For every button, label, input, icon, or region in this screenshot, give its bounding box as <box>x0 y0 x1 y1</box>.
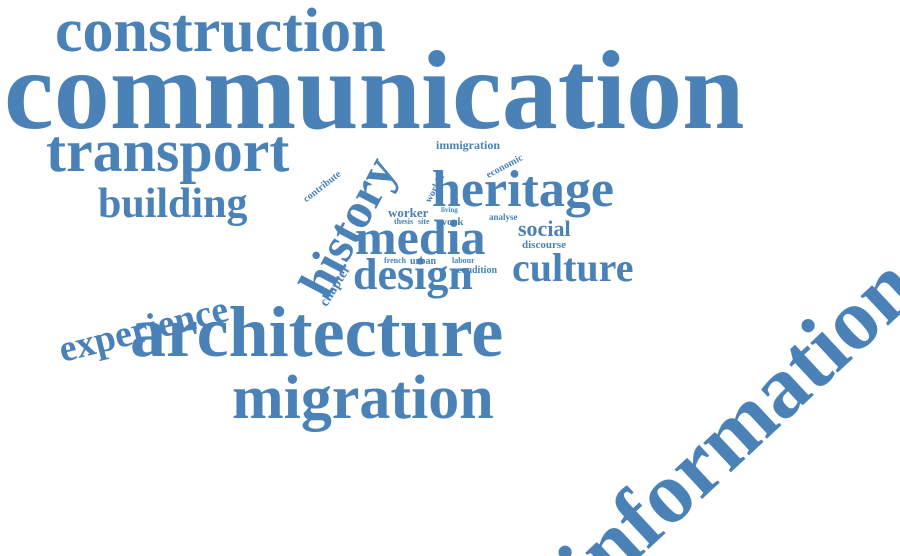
word-urban: urban <box>410 256 437 267</box>
word-culture: culture <box>512 245 634 290</box>
word-worker: worker <box>388 205 429 220</box>
word-media: media <box>355 209 486 265</box>
word-heritage: heritage <box>432 161 614 218</box>
word-thesis: thesis <box>394 217 414 226</box>
word-design: design <box>353 250 473 299</box>
word-analyse: analyse <box>489 212 518 222</box>
word-communication: communication <box>4 29 745 153</box>
word-social: social <box>518 216 571 241</box>
word-architecture: architecture <box>130 292 504 372</box>
word-labour: labour <box>452 256 475 265</box>
word-transport: transport <box>46 118 290 184</box>
word-site: site <box>418 217 430 226</box>
word-french: french <box>384 256 407 265</box>
word-building: building <box>98 181 248 227</box>
word-migration: migration <box>232 364 494 432</box>
word-construction: construction <box>55 0 386 65</box>
word-condition: condition <box>457 265 498 276</box>
word-discourse: discourse <box>522 239 566 251</box>
word-work: work <box>439 216 464 228</box>
word-immigration: immigration <box>436 138 500 152</box>
word-living: living <box>441 206 458 214</box>
